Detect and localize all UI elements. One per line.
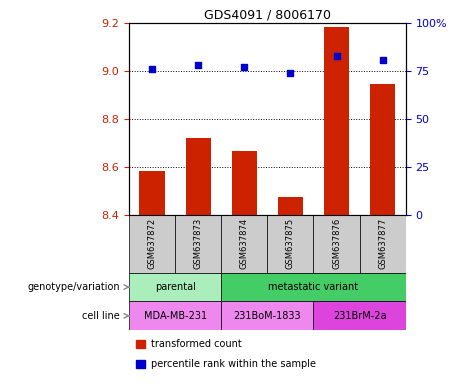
Text: GSM637876: GSM637876 [332,218,341,270]
Text: genotype/variation: genotype/variation [27,282,120,292]
FancyBboxPatch shape [129,301,221,330]
FancyBboxPatch shape [175,215,221,273]
Text: GSM637873: GSM637873 [194,218,203,270]
FancyBboxPatch shape [129,215,175,273]
Text: 231BrM-2a: 231BrM-2a [333,311,386,321]
Text: metastatic variant: metastatic variant [268,282,359,292]
FancyBboxPatch shape [313,215,360,273]
Point [195,62,202,68]
FancyBboxPatch shape [129,273,221,301]
Point [148,66,156,72]
Bar [140,170,165,215]
Bar [370,84,396,215]
FancyBboxPatch shape [313,301,406,330]
Bar [278,197,303,215]
Text: GSM637872: GSM637872 [148,218,157,270]
Text: cell line: cell line [82,311,120,321]
Bar [136,340,145,348]
Text: MDA-MB-231: MDA-MB-231 [144,311,207,321]
Text: percentile rank within the sample: percentile rank within the sample [151,359,316,369]
FancyBboxPatch shape [221,215,267,273]
Bar [324,26,349,215]
Point [333,53,340,59]
Bar [232,151,257,215]
Bar [186,138,211,215]
Title: GDS4091 / 8006170: GDS4091 / 8006170 [204,9,331,22]
Text: 231BoM-1833: 231BoM-1833 [234,311,301,321]
Point [379,56,386,63]
Bar [136,360,145,368]
Point [287,70,294,76]
Text: GSM637877: GSM637877 [378,218,387,270]
FancyBboxPatch shape [221,273,406,301]
Text: GSM637874: GSM637874 [240,218,249,270]
FancyBboxPatch shape [360,215,406,273]
FancyBboxPatch shape [267,215,313,273]
FancyBboxPatch shape [221,301,313,330]
Text: transformed count: transformed count [151,339,242,349]
Text: GSM637875: GSM637875 [286,218,295,270]
Text: parental: parental [155,282,195,292]
Point [241,64,248,70]
